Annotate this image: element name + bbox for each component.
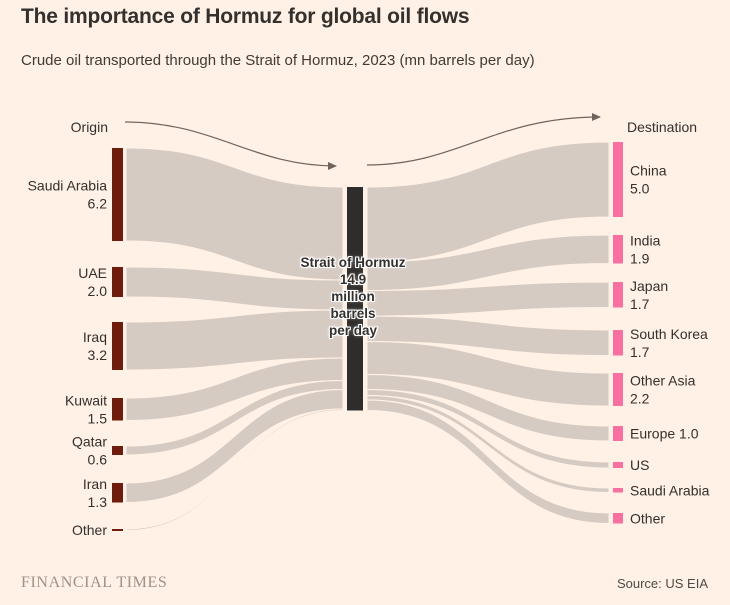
destination-label-japan: Japan [630,278,668,294]
flow-strait-to-other [366,399,610,525]
origin-value-iraq: 3.2 [88,347,108,363]
strait-value-unit-1: million [331,289,375,304]
origin-label-uae: UAE [78,265,107,281]
destination-bar-india [613,235,623,264]
origin-value-uae: 2.0 [88,283,108,299]
destination-label-china: China [630,163,667,179]
origin-label-qatar: Qatar [72,434,107,450]
destination-label-other: Other [630,510,665,526]
origin-bar-iraq [112,322,123,370]
flow-strait-to-europe [366,373,610,442]
origin-bar-saudi-arabia [112,148,123,241]
destination-label-saudi-arabia: Saudi Arabia [630,482,710,498]
origin-value-qatar: 0.6 [88,452,108,468]
strait-to-destination-arrow [366,113,601,166]
destination-bar-other-asia [613,373,623,406]
origin-bar-uae [112,267,123,297]
destination-bar-china [613,142,623,217]
flow-strait-to-us [366,388,610,469]
origin-value-saudi-arabia: 6.2 [88,196,108,212]
origin-bar-iran [112,483,123,503]
destination-bar-japan [613,282,623,308]
flow-strait-to-japan [366,281,610,317]
destination-bar-europe [613,426,623,441]
destination-column-header: Destination [627,119,698,135]
destination-label-india: India [630,232,661,248]
flow-other-to-strait [125,408,344,532]
destination-label-other-asia: Other Asia [630,373,696,389]
destination-value-india: 1.9 [630,250,650,266]
origin-to-strait-arrow [124,121,337,170]
destination-value-china: 5.0 [630,181,650,197]
destination-value-south-korea: 1.7 [630,344,650,360]
origin-value-iran: 1.3 [88,494,108,510]
origin-value-kuwait: 1.5 [88,410,108,426]
origin-label-kuwait: Kuwait [65,392,107,408]
destination-label-us: US [630,457,649,473]
origin-bar-kuwait [112,398,123,421]
destination-bar-saudi-arabia [613,488,623,493]
origin-label-other: Other [72,522,107,538]
strait-name: Strait of Hormuz [300,255,406,270]
flow-strait-to-south-korea [366,315,610,357]
chart-subtitle: Crude oil transported through the Strait… [21,52,535,69]
destination-value-other-asia: 2.2 [630,391,650,407]
origin-column-header: Origin [70,119,108,135]
destination-bar-south-korea [613,330,623,356]
strait-value: 14.9 [339,272,367,287]
flow-strait-to-india [366,234,610,292]
origin-label-iran: Iran [83,476,107,492]
strait-value-unit-3: per day [328,323,378,338]
flow-strait-to-china [366,141,610,263]
origin-bar-other [112,529,123,531]
strait-bar [347,187,363,411]
flow-strait-to-saudi-arabia [366,394,610,494]
destination-label-europe: Europe 1.0 [630,426,699,442]
origin-bar-qatar [112,446,123,455]
destination-value-japan: 1.7 [630,296,650,312]
flow-strait-to-other-asia [366,340,610,407]
destination-bar-us [613,462,623,468]
source-label: Source: US EIA [616,576,708,591]
destination-label-south-korea: South Korea [630,326,708,342]
strait-value-unit-2: barrels [330,306,376,321]
financial-times-logo: FINANCIAL TIMES [21,574,168,591]
destination-bar-other [613,513,623,524]
origin-label-saudi-arabia: Saudi Arabia [28,178,108,194]
page-title: The importance of Hormuz for global oil … [21,5,470,28]
origin-label-iraq: Iraq [83,329,107,345]
strait-of-hormuz-label: Strait of Hormuz 14.9 million barrels pe… [273,254,433,339]
